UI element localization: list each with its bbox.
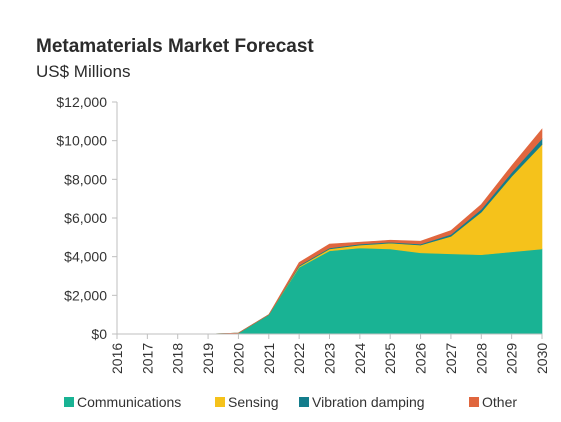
legend-label-sensing: Sensing [228, 394, 279, 410]
x-tick-label: 2025 [382, 343, 398, 374]
y-tick-label: $12,000 [56, 94, 107, 110]
x-tick-label: 2022 [291, 343, 307, 374]
x-tick-label: 2028 [473, 343, 489, 374]
chart-subtitle: US$ Millions [36, 62, 131, 81]
area-communications [117, 247, 543, 335]
x-tick-label: 2024 [352, 343, 368, 374]
x-tick-label: 2019 [200, 343, 216, 374]
x-tick-label: 2026 [413, 343, 429, 374]
x-tick-label: 2017 [139, 343, 155, 374]
x-tick-label: 2018 [170, 343, 186, 374]
x-tick-label: 2030 [534, 343, 550, 374]
x-tick-label: 2016 [109, 343, 125, 374]
legend-swatch-other [469, 397, 479, 407]
x-tick-label: 2020 [230, 343, 246, 374]
y-tick-label: $8,000 [64, 171, 107, 187]
y-tick-label: $6,000 [64, 210, 107, 226]
y-tick-label: $10,000 [56, 133, 107, 149]
legend-swatch-sensing [215, 397, 225, 407]
x-tick-label: 2021 [261, 343, 277, 374]
legend-swatch-vibration-damping [299, 397, 309, 407]
legend-label-other: Other [482, 394, 517, 410]
y-tick-label: $2,000 [64, 287, 107, 303]
y-tick-label: $0 [91, 326, 107, 342]
legend-label-communications: Communications [77, 394, 181, 410]
legend-swatch-communications [64, 397, 74, 407]
area-other [117, 128, 543, 335]
chart-title: Metamaterials Market Forecast [36, 36, 314, 57]
x-tick-label: 2027 [443, 343, 459, 374]
legend-label-vibration-damping: Vibration damping [312, 394, 425, 410]
x-tick-label: 2023 [322, 343, 338, 374]
y-tick-label: $4,000 [64, 249, 107, 265]
x-tick-label: 2029 [504, 343, 520, 374]
